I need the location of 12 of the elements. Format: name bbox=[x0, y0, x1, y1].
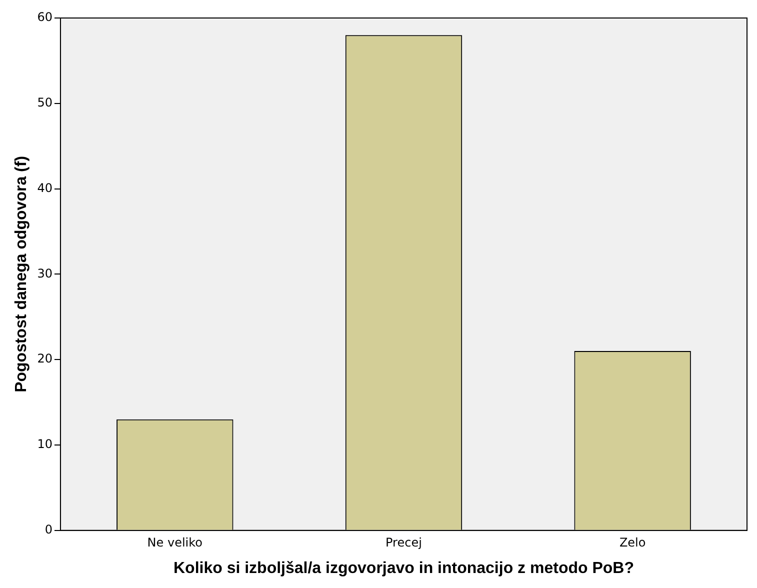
y-tick-label: 30 bbox=[37, 266, 52, 280]
x-tick-label: Zelo bbox=[619, 536, 646, 550]
y-tick-label: 60 bbox=[37, 10, 52, 24]
y-tick-label: 50 bbox=[37, 96, 52, 110]
y-tick-label: 20 bbox=[37, 352, 52, 366]
x-tick-label: Precej bbox=[386, 536, 422, 550]
y-tick-label: 0 bbox=[44, 522, 52, 537]
x-tick-label: Ne veliko bbox=[147, 536, 202, 550]
y-tick-label: 10 bbox=[37, 437, 52, 452]
y-tick-label: 40 bbox=[37, 180, 52, 195]
x-axis-title: Koliko si izboljšal/a izgovorjavo in intonacijo z metodo PoB? bbox=[173, 560, 634, 577]
y-axis-title: Pogostost danega odgovora (f) bbox=[13, 156, 30, 392]
